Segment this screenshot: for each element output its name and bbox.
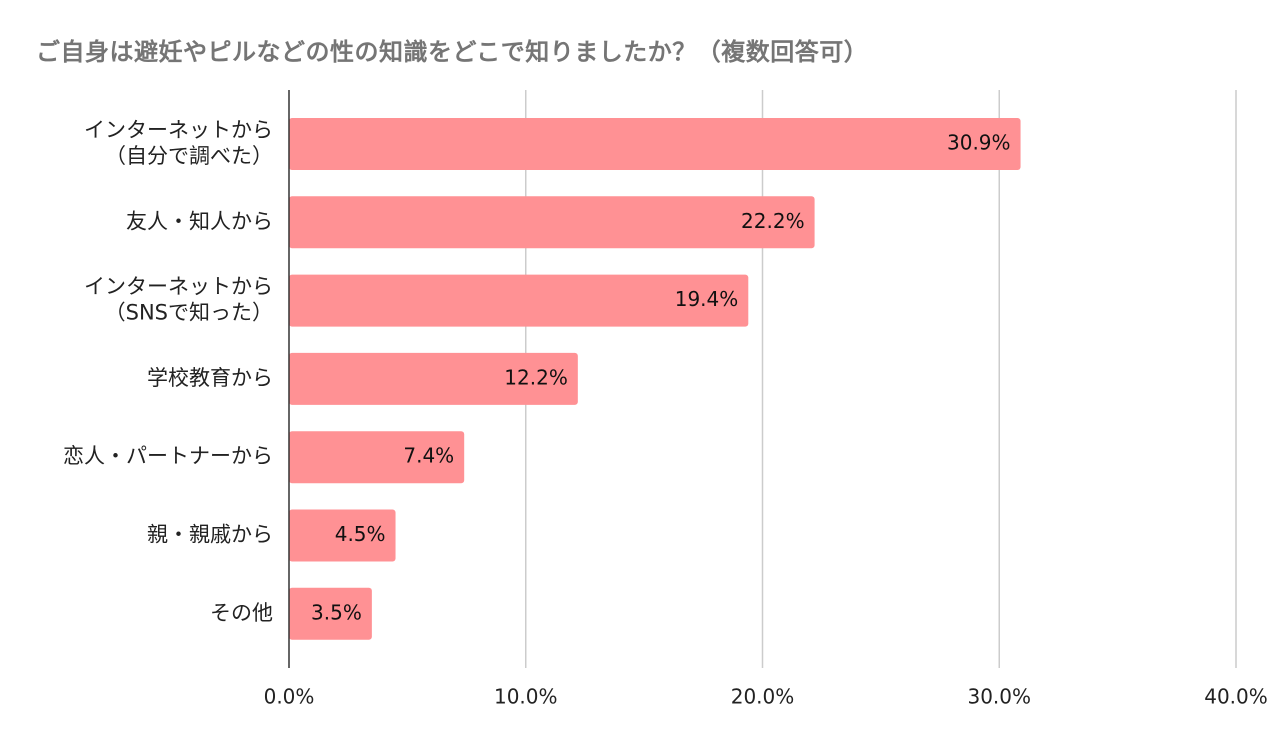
bar [289, 352, 578, 405]
x-tick-label: 20.0% [731, 685, 795, 709]
x-tick-label: 40.0% [1204, 685, 1268, 709]
value-label: 30.9% [947, 131, 1011, 155]
category-label: その他 [210, 601, 273, 625]
bar [289, 274, 749, 327]
x-tick-label: 10.0% [494, 685, 558, 709]
category-label: 友人・知人から [126, 209, 273, 233]
category-labels: インターネットから（自分で調べた）友人・知人からインターネットから（SNSで知っ… [63, 118, 273, 625]
category-label: インターネットから [84, 118, 273, 142]
category-label: （SNSで知った） [105, 301, 273, 325]
value-label: 19.4% [675, 287, 739, 311]
category-label: 学校教育から [147, 366, 273, 390]
x-tick-label: 0.0% [264, 685, 315, 709]
gridlines [525, 90, 1237, 668]
bar [289, 118, 1021, 170]
bars [289, 118, 1021, 640]
bar [289, 196, 815, 249]
category-label: （自分で調べた） [105, 144, 273, 168]
category-label: インターネットから [84, 275, 273, 299]
value-label: 3.5% [311, 600, 362, 624]
x-tick-labels: 0.0% 10.0% 20.0% 30.0% 40.0% [264, 685, 1268, 709]
category-label: 恋人・パートナーから [63, 444, 273, 468]
bar [289, 509, 396, 562]
bar [289, 587, 372, 640]
value-label: 4.5% [335, 522, 386, 546]
bar [289, 431, 465, 484]
value-labels: 30.9% 22.2% 19.4% 12.2% 7.4% 4.5% 3.5% [311, 131, 1011, 625]
value-label: 22.2% [741, 209, 805, 233]
x-tick-label: 30.0% [967, 685, 1031, 709]
category-label: 親・親戚から [147, 523, 273, 547]
value-label: 12.2% [504, 365, 568, 389]
value-label: 7.4% [403, 444, 454, 468]
chart-title: ご自身は避妊やピルなどの性の知識をどこで知りましたか？（複数回答可） [36, 38, 869, 66]
